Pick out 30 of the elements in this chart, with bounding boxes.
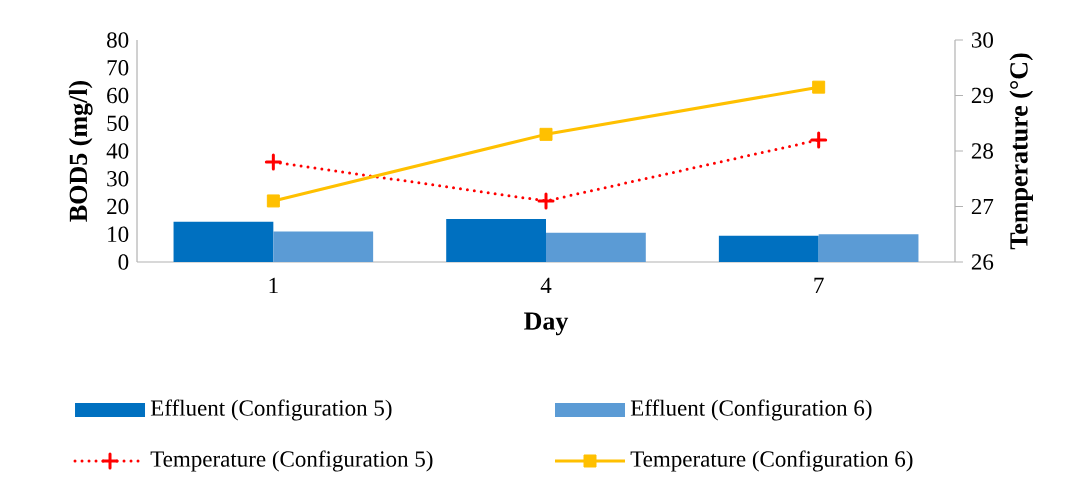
legend-label: Effluent (Configuration 5) xyxy=(150,399,392,421)
y-tick-label: 10 xyxy=(108,226,129,242)
y-tick-label: 40 xyxy=(106,143,129,159)
point xyxy=(810,131,828,149)
x-axis-title: Day xyxy=(524,312,569,336)
y-tick-label: 20 xyxy=(107,198,129,215)
legend-label: Temperature (Configuration 6) xyxy=(630,450,913,472)
x-tick-label: 7 xyxy=(814,277,824,293)
y2-tick-label: 27 xyxy=(971,198,994,215)
x-tick-label: 4 xyxy=(540,277,552,293)
x-tick-label: 1 xyxy=(269,277,278,294)
y2-axis-title: Temperature (°C) xyxy=(1009,53,1033,250)
y-tick-label: 0 xyxy=(118,254,129,270)
legend-label: Effluent (Configuration 6) xyxy=(630,399,872,421)
point xyxy=(266,194,280,208)
y-tick-label: 30 xyxy=(107,170,129,187)
point xyxy=(264,153,282,171)
y-tick-label: 60 xyxy=(107,87,129,104)
y2-tick-label: 29 xyxy=(971,87,993,104)
y-tick-label: 80 xyxy=(107,32,129,48)
point xyxy=(537,192,555,210)
y2-tick-label: 30 xyxy=(971,32,993,48)
y2-tick-label: 26 xyxy=(971,254,994,270)
y-tick-label: 50 xyxy=(107,115,129,131)
y2-tick-label: 28 xyxy=(971,143,993,159)
point xyxy=(812,80,826,94)
point xyxy=(539,127,553,141)
legend-label: Temperature (Configuration 5) xyxy=(150,450,433,472)
y-tick-label: 70 xyxy=(107,59,129,76)
y-axis-title: BOD5 (mg/l) xyxy=(68,81,93,222)
